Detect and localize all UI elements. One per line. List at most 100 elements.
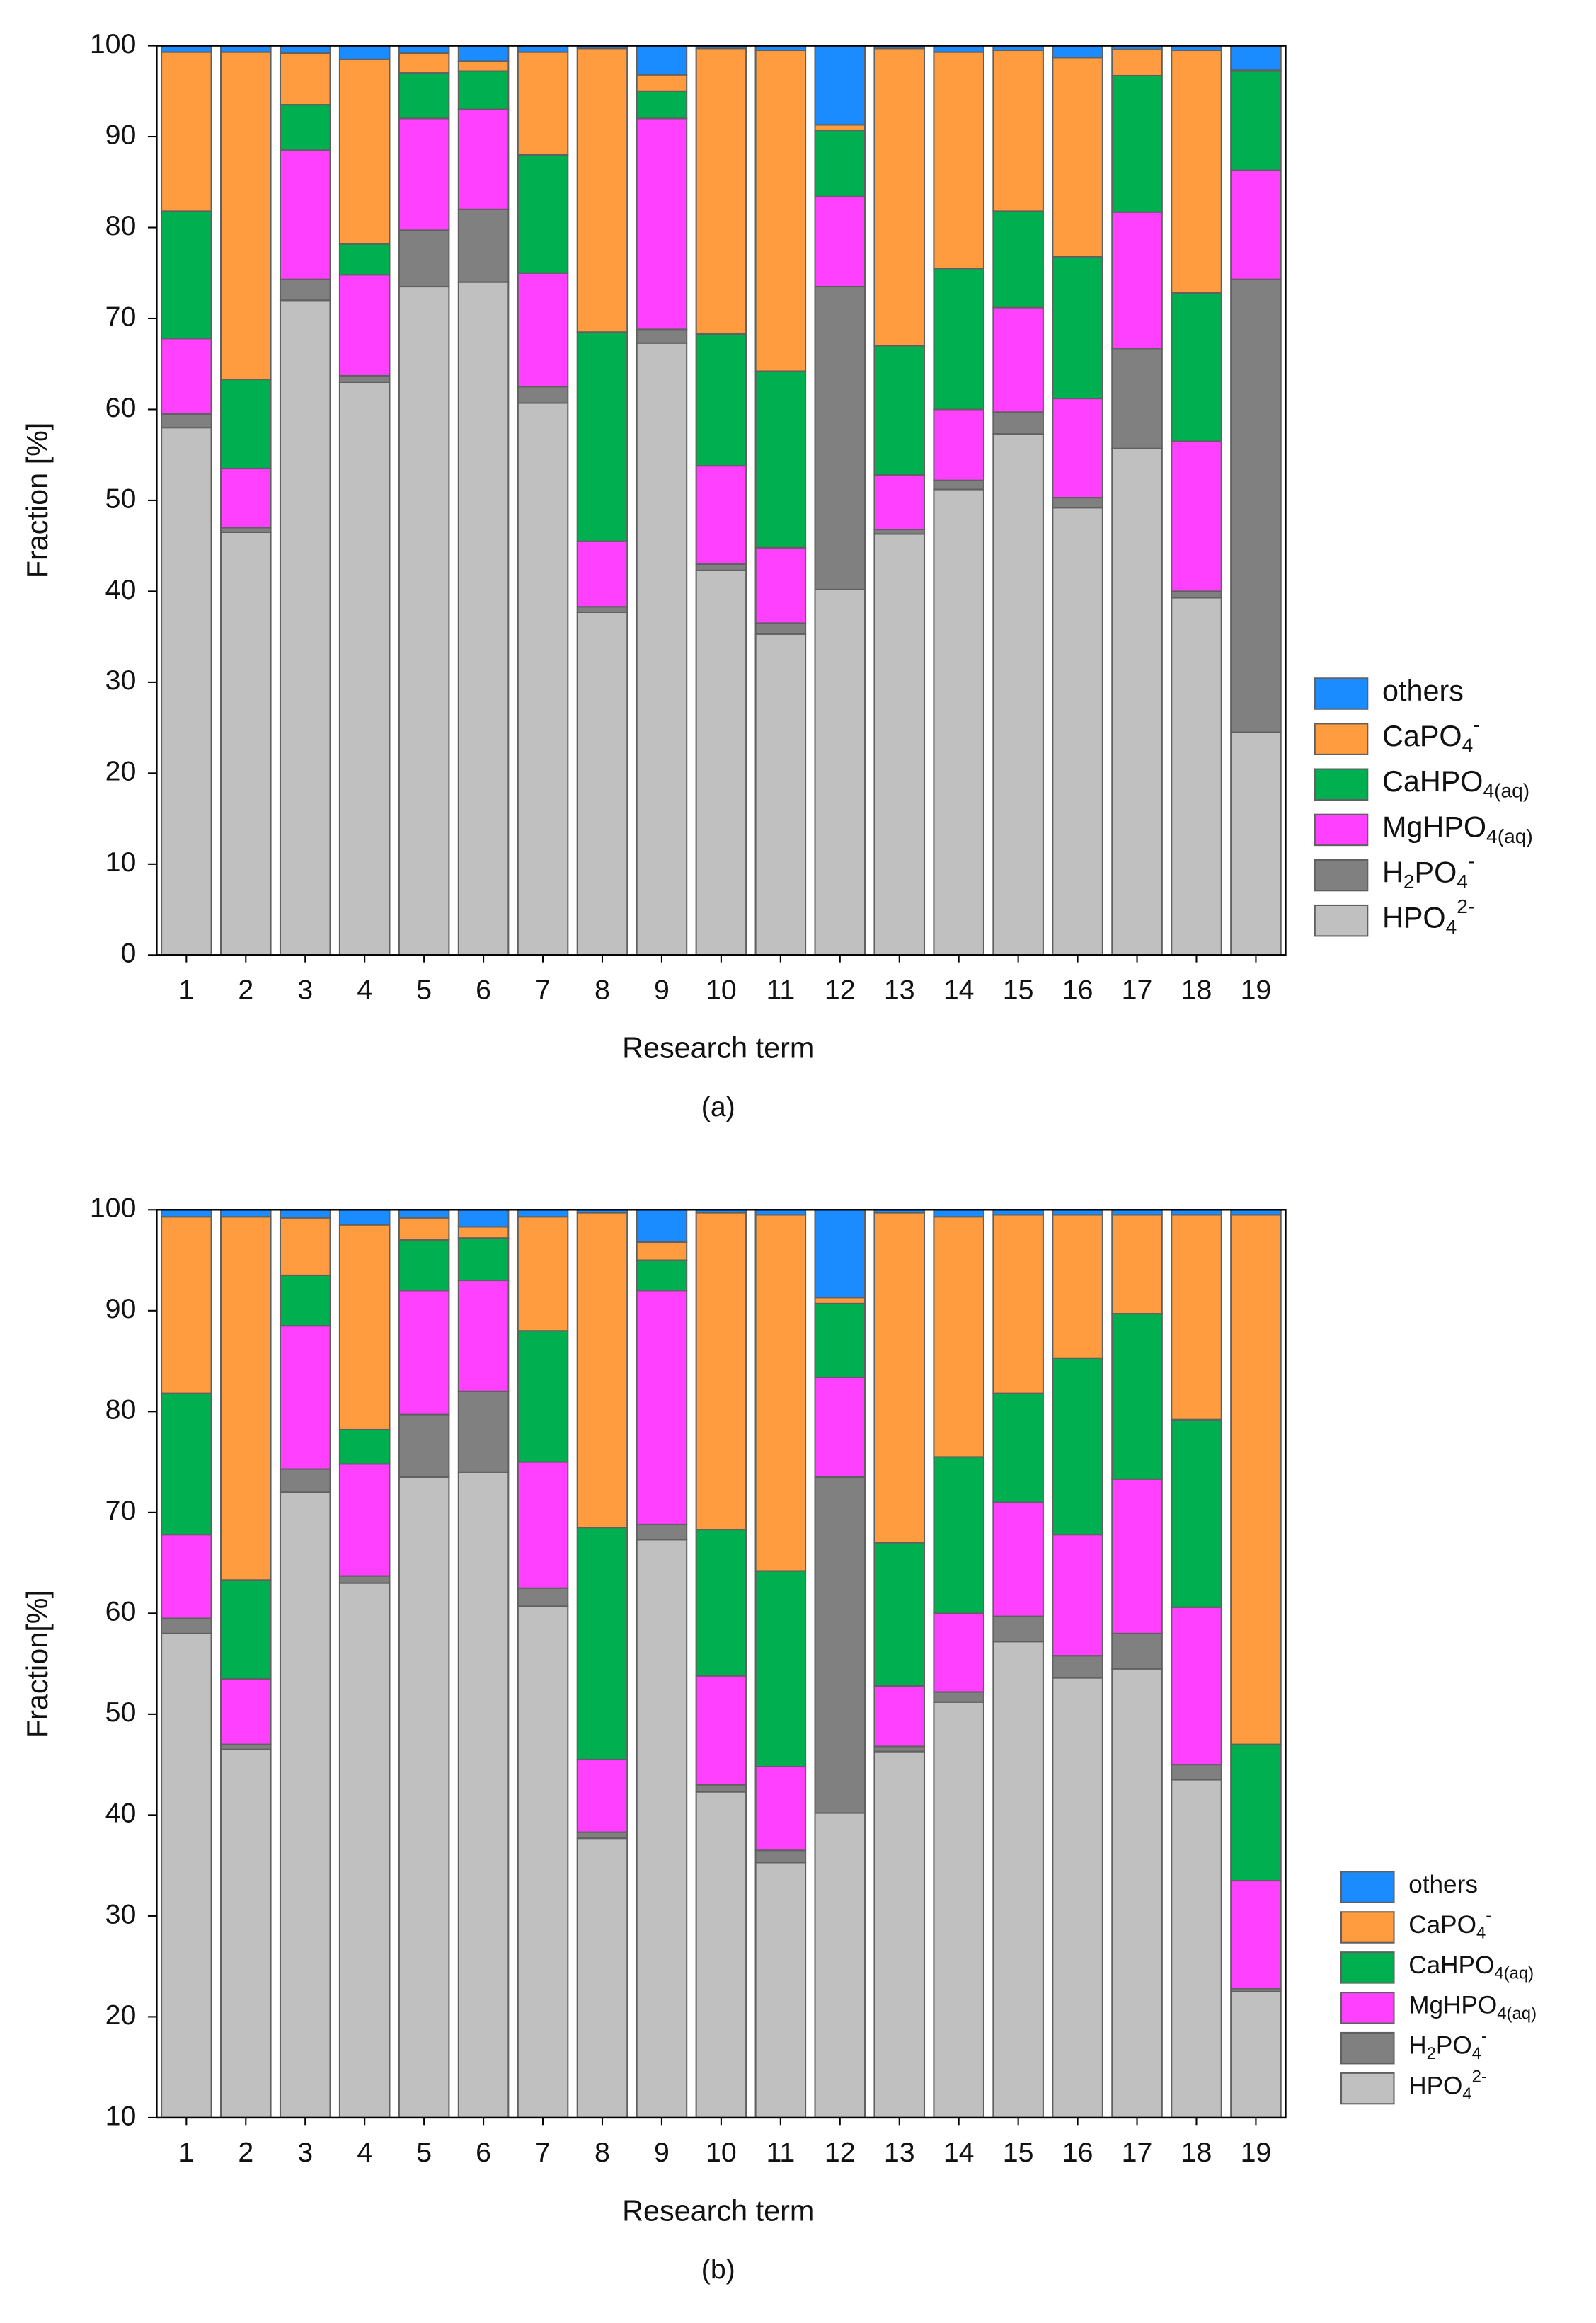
bar-segment [517,1216,569,1332]
bar-segment [873,533,926,956]
bar-segment [1230,1214,1282,1745]
bar-segment [992,1214,1044,1394]
bar-segment [398,45,450,54]
bar-segment [219,51,272,381]
y-tick-label: 30 [105,1898,137,1929]
bar-segment [933,45,984,53]
y-tick-label: 30 [105,665,137,696]
bar-segment [161,427,212,956]
bar-segment [1171,440,1222,592]
bar-segment [754,370,807,549]
bar-segment [695,569,747,956]
bar-segment [161,1632,212,2118]
y-tick-label: 10 [105,2100,137,2131]
bar-segment [873,47,926,347]
bar-segment [1052,1655,1103,1679]
y-tick-label: 80 [105,210,137,241]
y-tick-label: 60 [105,1596,137,1627]
x-tick-label: 3 [297,2137,313,2168]
y-tick-label: 80 [105,1394,137,1426]
bar-segment [1052,398,1103,499]
legend-swatch [1340,2072,1395,2105]
bar-segment [161,1392,212,1536]
x-tick-label: 12 [825,2137,856,2168]
bar-segment [338,58,391,245]
bar-segment [576,1527,628,1761]
bar-segment [279,1274,331,1327]
x-tick-label: 9 [654,974,670,1005]
bar-segment [992,210,1044,309]
bar-segment [338,274,391,377]
bar-segment [517,402,569,956]
bar-segment [161,51,212,212]
x-tick-label: 16 [1062,2137,1093,2168]
bar-segment [933,408,984,481]
bar-segment [636,1523,688,1541]
bar-segment [219,531,272,956]
bar-segment [279,45,331,54]
x-tick-label: 12 [825,974,856,1005]
bar-segment [1230,1990,1282,2118]
bar-segment [992,306,1044,413]
y-tick-label: 90 [105,1293,137,1324]
y-tick-label: 20 [105,2000,137,2031]
bar-segment [398,117,450,231]
bar-segment [814,45,866,126]
bar-segment [576,1837,628,2118]
bar-segment [1111,1214,1163,1315]
bar-segment [695,563,747,571]
bar-segment [517,154,569,274]
bar-segment [754,633,807,956]
bar-segment [873,1745,926,1753]
bar-segment [219,1677,272,1745]
bar-segment [338,374,391,383]
legend-swatch [1314,768,1369,801]
bar-segment [1111,348,1163,449]
legend-label: HPO42- [1382,896,1474,939]
bar-segment [457,281,510,956]
bar-segment [161,1209,212,1218]
bar-segment [1171,1606,1222,1766]
x-tick-label: 5 [416,2137,432,2168]
legend-label: CaHPO4(aq) [1408,1951,1534,1983]
bar-segment [457,1209,510,1228]
y-tick-label: 70 [105,1495,137,1526]
bar-segment [161,210,212,340]
bar-segment [695,47,747,335]
bar-segment [992,1392,1044,1503]
bar-segment [1111,1313,1163,1480]
bar-segment [1052,1214,1103,1359]
bar-segment [338,45,391,60]
bar-segment [636,1259,688,1292]
bar-segment [1171,597,1222,956]
bar-segment [814,285,866,590]
bar-segment [636,328,688,344]
y-tick-label: 70 [105,301,137,332]
x-tick-label: 16 [1062,974,1093,1005]
bar-segment [1230,1879,1282,1990]
bar-segment [457,60,510,72]
y-tick-label: 20 [105,756,137,787]
bar-segment [161,338,212,415]
bar-segment [1052,1357,1103,1536]
bar-segment [814,124,866,132]
bar-segment [1171,1418,1222,1608]
bar-segment [1052,497,1103,509]
bar-segment [161,1216,212,1394]
x-tick-label: 2 [238,974,253,1005]
bar-segment [754,1570,807,1768]
bar-segment [695,333,747,467]
x-tick-label: 18 [1181,974,1212,1005]
bar-segment [1052,1677,1103,2118]
bar-segment [279,149,331,280]
bar-segment [695,1791,747,2118]
x-axis-label: Research term [622,1032,814,1065]
x-tick-label: 4 [357,2137,372,2168]
legend-swatch [1340,1911,1395,1944]
x-tick-label: 17 [1122,2137,1153,2168]
bar-segment [754,1214,807,1572]
bar-segment [1052,507,1103,956]
y-tick-label: 100 [90,1193,137,1224]
bar-segment [933,1456,984,1614]
bar-segment [279,1217,331,1276]
